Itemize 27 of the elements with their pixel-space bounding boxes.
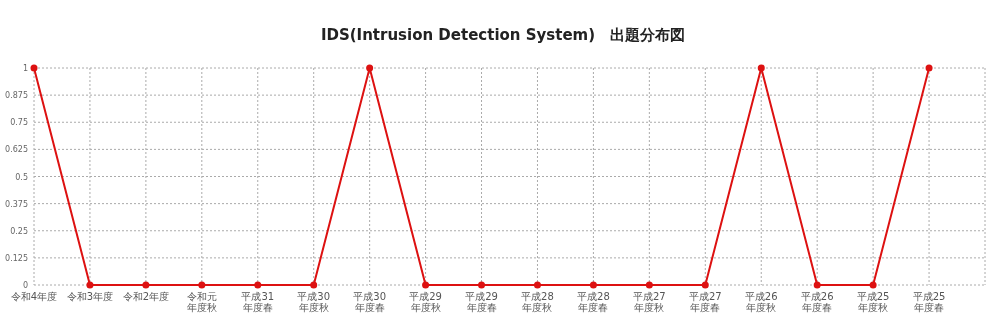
x-tick-label: 平成25年度秋: [856, 291, 890, 313]
x-tick-label: 平成29年度春: [465, 291, 498, 313]
x-tick-label: 平成30年度秋: [297, 291, 331, 313]
x-tick-label: 平成29年度秋: [409, 291, 442, 313]
y-tick-label: 0.625: [5, 145, 28, 155]
y-tick-label: 0.5: [15, 172, 28, 182]
y-tick-label: 0.25: [10, 226, 28, 236]
x-tick-label: 平成28年度秋: [521, 291, 554, 313]
chart-title: IDS(Intrusion Detection System) 出題分布図: [320, 26, 686, 44]
y-tick-label: 1: [22, 64, 28, 73]
x-tick-label: 平成31年度春: [241, 291, 275, 313]
y-tick-label: 0: [22, 281, 28, 290]
x-tick-label: 平成25年度春: [912, 291, 946, 313]
x-tick-label: 平成27年度秋: [633, 291, 666, 313]
y-tick-label: 0.125: [5, 253, 28, 263]
y-tick-label: 0.75: [10, 118, 28, 128]
y-tick-label: 0.375: [5, 199, 28, 209]
y-tick-label: 0.875: [5, 91, 28, 101]
x-tick-label: 令和2年度: [122, 291, 170, 302]
x-tick-label: 令和3年度: [66, 291, 114, 302]
x-tick-label: 令和元年度秋: [186, 291, 217, 313]
x-tick-label: 平成26年度春: [800, 291, 834, 313]
x-tick-label: 平成27年度春: [688, 291, 722, 313]
x-tick-label: 平成26年度秋: [744, 291, 778, 313]
x-tick-label: 平成28年度春: [577, 291, 610, 313]
x-tick-label: 平成30年度春: [353, 291, 386, 313]
x-tick-label: 令和4年度: [10, 291, 58, 302]
